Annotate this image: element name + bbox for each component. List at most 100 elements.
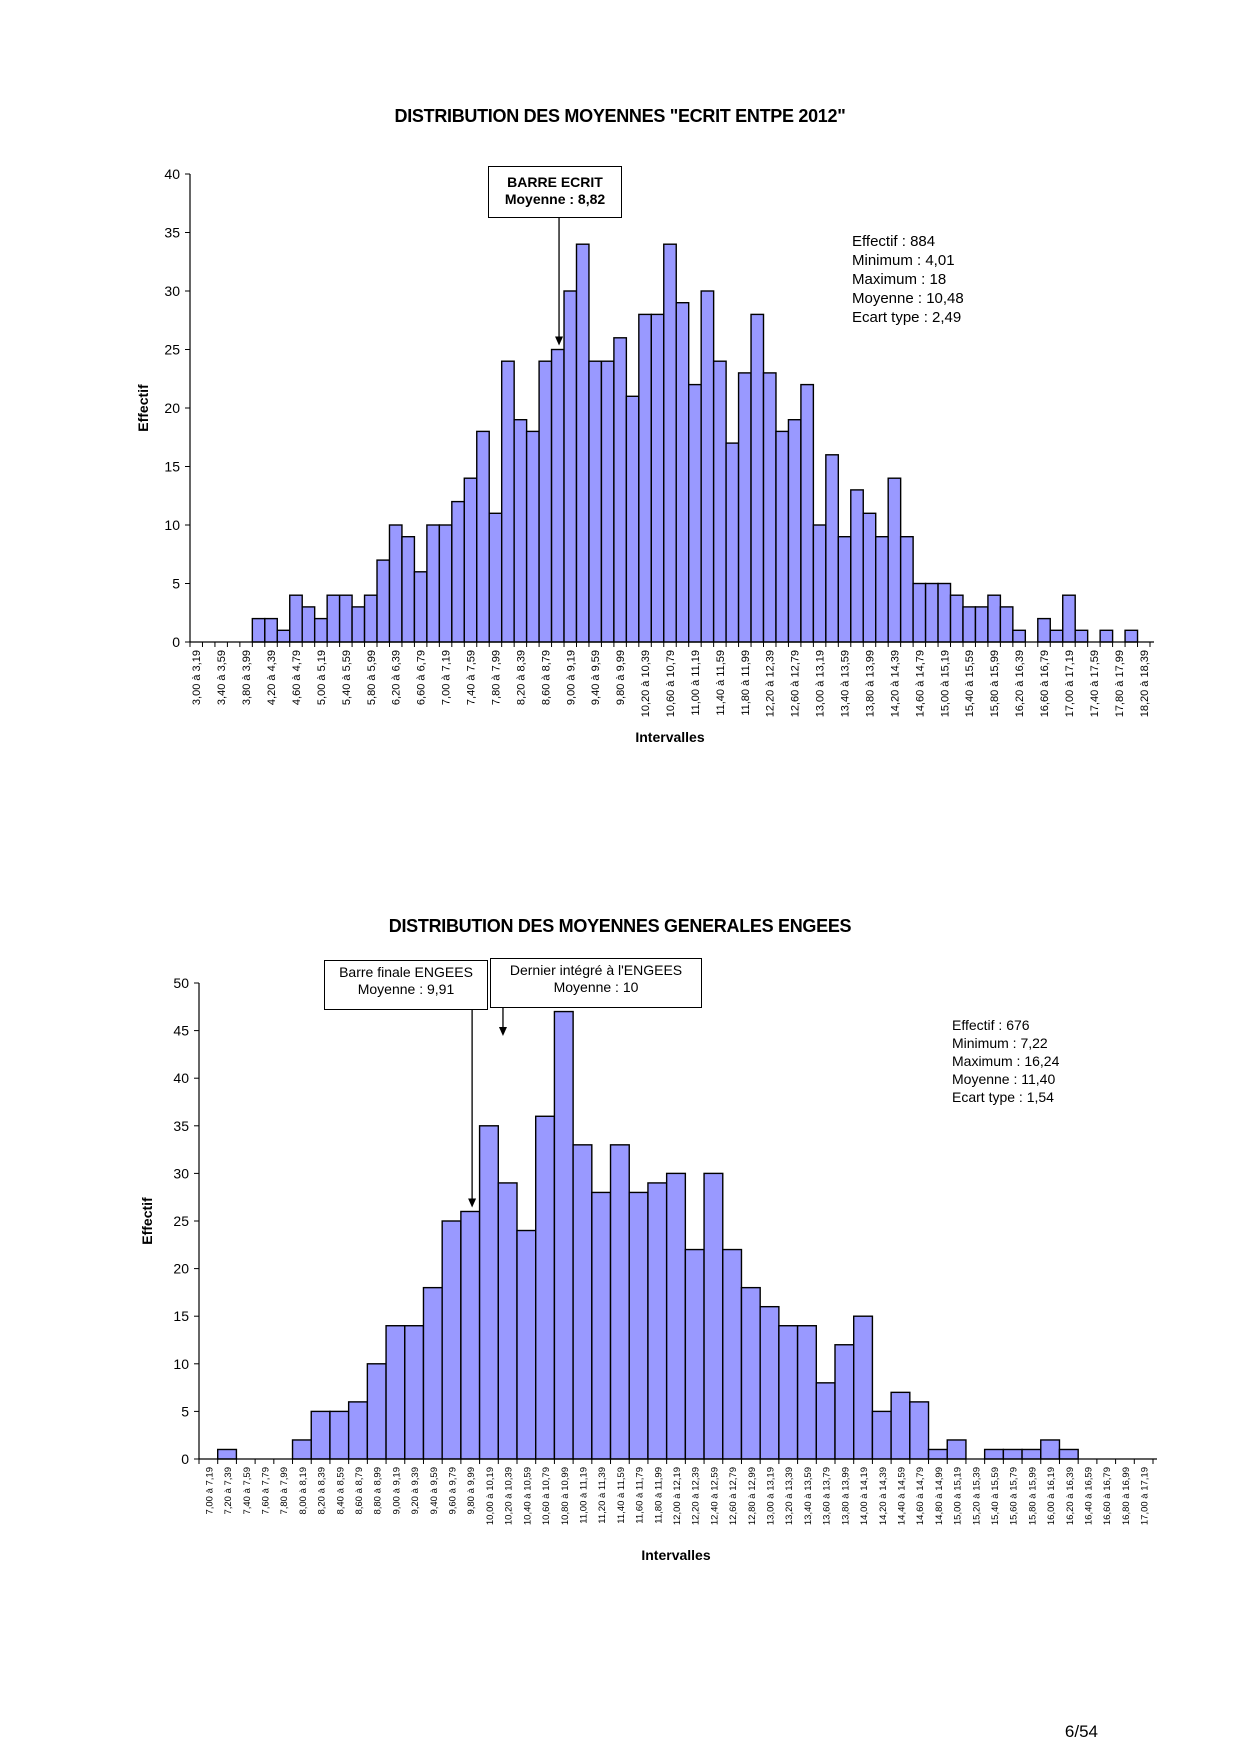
histogram-bar	[703, 1172, 724, 1460]
x-tick-label: 10,00 à 10,19	[485, 1467, 496, 1525]
x-tick-label: 11,20 à 11,39	[597, 1467, 608, 1524]
x-tick-label: 3,00 à 3,19	[191, 650, 203, 705]
arrow-head-icon	[468, 1198, 477, 1208]
annotation-line: Moyenne : 10	[553, 979, 639, 995]
chart2-marks: 0 5 10 15 20 25 30 35 40 45 50 7,00 à 7,19 7,20 à 7,…	[139, 975, 1157, 1563]
histogram-bar	[347, 1401, 369, 1460]
histogram-bar	[1002, 1448, 1023, 1460]
y-axis-title: Effectif	[139, 1197, 155, 1245]
x-tick-label: 11,00 à 11,19	[690, 650, 702, 716]
histogram-bar	[1058, 1448, 1079, 1460]
x-tick-label: 9,40 à 9,59	[590, 650, 602, 705]
histogram-bar	[759, 1305, 780, 1460]
histogram-bar	[722, 1248, 743, 1460]
chart2-title: DISTRIBUTION DES MOYENNES GENERALES ENGE…	[388, 916, 852, 936]
arrow-head-icon	[555, 336, 564, 346]
x-tick-label: 17,80 à 17,99	[1114, 650, 1126, 717]
histogram-bar	[909, 1401, 930, 1460]
histogram-bar	[834, 1344, 855, 1460]
x-tick-label: 14,20 à 14,39	[878, 1467, 889, 1525]
x-tick-label: 9,80 à 9,99	[466, 1467, 477, 1515]
histogram-bar	[871, 1410, 892, 1460]
x-tick-label: 8,20 à 8,39	[317, 1467, 328, 1515]
stat-effectif: Effectif : 884	[852, 233, 936, 250]
x-tick-label: 3,40 à 3,59	[216, 650, 228, 705]
chart1-plot: 0 5 10 15 20 25 30 35 40 3,00 à 3,19 3,40 à 3,59 3,…	[135, 166, 1154, 745]
chart2-stats: Effectif : 676 Minimum : 7,22 Maximum : …	[952, 1016, 1059, 1106]
x-tick-label: 7,80 à 7,99	[279, 1467, 290, 1515]
x-tick-label: 5,40 à 5,59	[341, 650, 353, 705]
x-tick-label: 11,00 à 11,19	[578, 1467, 589, 1524]
stat-effectif: Effectif : 676	[952, 1017, 1030, 1033]
y-tick-label: 5	[172, 576, 180, 592]
y-tick-label: 15	[173, 1308, 189, 1324]
histogram-bar	[983, 1448, 1005, 1460]
x-tick-label: 10,60 à 10,79	[541, 1467, 552, 1525]
x-tick-label: 13,40 à 13,59	[840, 650, 852, 717]
x-tick-label: 6,60 à 6,79	[416, 650, 428, 705]
x-tick-label: 9,00 à 9,19	[565, 650, 577, 705]
y-tick-label: 20	[164, 400, 180, 416]
x-tick-label: 12,60 à 12,79	[790, 650, 802, 717]
y-tick-label: 30	[173, 1165, 189, 1181]
stat-minimum: Minimum : 7,22	[952, 1035, 1048, 1051]
y-tick-label: 5	[181, 1403, 189, 1419]
y-tick-label: 25	[164, 342, 180, 358]
x-tick-label: 9,60 à 9,79	[448, 1467, 459, 1515]
x-tick-label: 8,60 à 8,79	[354, 1467, 365, 1515]
x-tick-label: 9,80 à 9,99	[615, 650, 627, 705]
x-tick-label: 13,60 à 13,79	[822, 1467, 833, 1525]
histogram-bar	[1040, 1439, 1061, 1460]
x-tick-label: 14,40 à 14,59	[896, 1467, 907, 1525]
histogram-bar	[460, 1210, 481, 1460]
x-tick-label: 11,60 à 11,79	[635, 1467, 646, 1524]
y-tick-label: 30	[164, 283, 180, 299]
histogram-bar	[684, 1248, 705, 1460]
x-tick-label: 16,60 à 16,79	[1102, 1467, 1113, 1525]
histogram-bar	[572, 1144, 593, 1460]
stat-moyenne: Moyenne : 11,40	[952, 1071, 1056, 1087]
y-tick-label: 20	[173, 1261, 189, 1277]
x-tick-label: 10,40 à 10,59	[522, 1467, 533, 1525]
y-tick-label: 10	[164, 517, 180, 533]
x-tick-label: 8,00 à 8,19	[298, 1467, 309, 1515]
x-tick-label: 9,20 à 9,39	[410, 1467, 421, 1515]
histogram-bar	[647, 1182, 668, 1460]
histogram-bar	[217, 1448, 238, 1460]
x-tick-label: 8,80 à 8,99	[373, 1467, 384, 1515]
histogram-bar	[478, 1125, 499, 1460]
histogram-bar	[815, 1382, 836, 1460]
x-tick-label: 15,40 à 15,59	[964, 650, 976, 717]
histogram-bar	[366, 1363, 387, 1460]
x-tick-label: 9,40 à 9,59	[429, 1467, 440, 1515]
x-tick-label: 11,40 à 11,59	[715, 650, 727, 716]
x-tick-label: 15,80 à 15,99	[1027, 1467, 1038, 1525]
x-tick-label: 12,20 à 12,39	[691, 1467, 702, 1525]
stat-maximum: Maximum : 16,24	[952, 1053, 1060, 1069]
x-axis-title: Intervalles	[641, 1547, 710, 1563]
x-tick-label: 16,20 à 16,39	[1014, 650, 1026, 717]
histogram-bar	[497, 1182, 518, 1460]
x-tick-label: 16,80 à 16,99	[1121, 1467, 1132, 1525]
histogram-bar	[778, 1325, 799, 1460]
histogram-bar	[422, 1286, 443, 1460]
y-tick-label: 35	[173, 1118, 189, 1134]
x-tick-label: 13,20 à 13,39	[784, 1467, 795, 1525]
histogram-bar	[385, 1325, 406, 1460]
x-tick-label: 8,40 à 8,59	[335, 1467, 346, 1515]
histogram-bar	[853, 1315, 874, 1460]
x-tick-label: 17,00 à 17,19	[1064, 650, 1076, 717]
x-tick-label: 9,00 à 9,19	[391, 1467, 402, 1515]
y-axis-title: Effectif	[135, 384, 151, 432]
x-tick-label: 11,40 à 11,59	[616, 1467, 627, 1524]
histogram-bar	[665, 1172, 687, 1460]
x-tick-label: 15,60 à 15,79	[1009, 1467, 1020, 1525]
x-tick-label: 12,40 à 12,59	[709, 1467, 720, 1525]
y-tick-label: 0	[181, 1451, 189, 1467]
y-tick-label: 15	[164, 459, 180, 475]
histogram-bar	[927, 1448, 948, 1460]
y-tick-label: 25	[173, 1213, 189, 1229]
x-tick-label: 5,00 à 5,19	[316, 650, 328, 705]
chart2-annotation-barre-finale: Barre finale ENGEES Moyenne : 9,91	[324, 960, 488, 1010]
x-tick-label: 7,00 à 7,19	[441, 650, 453, 705]
